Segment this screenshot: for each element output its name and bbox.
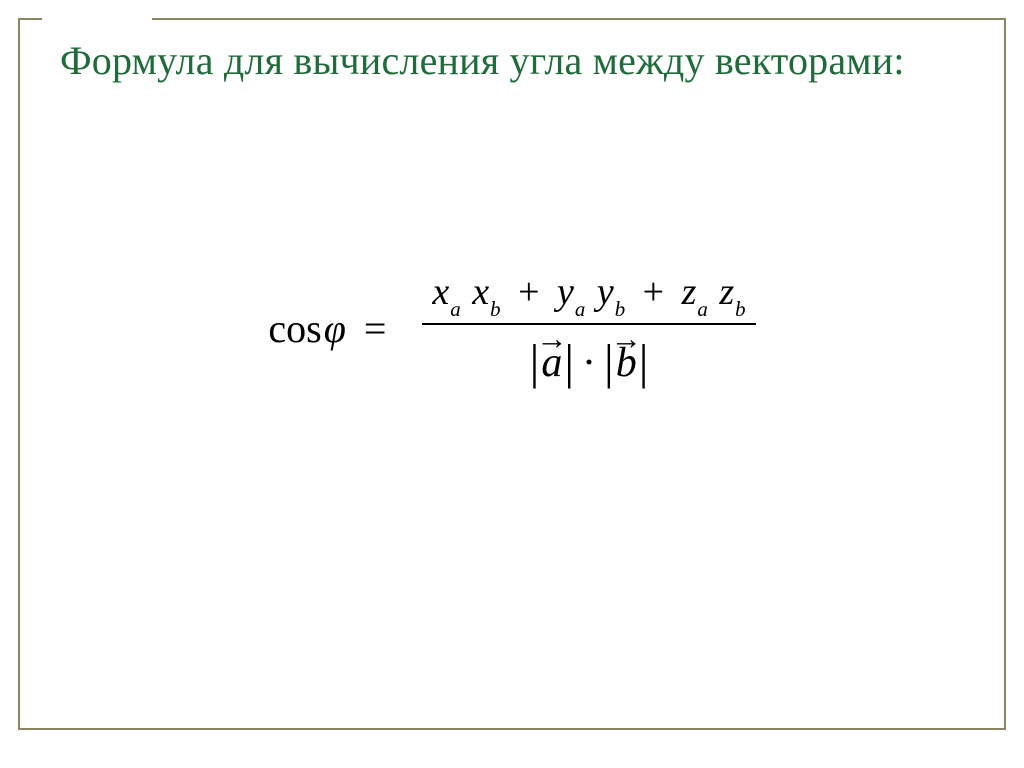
num-za-sub: a bbox=[697, 297, 707, 321]
equals-sign: = bbox=[364, 306, 387, 351]
num-ya-sub: a bbox=[575, 297, 585, 321]
num-yb-y: y bbox=[597, 271, 614, 313]
slide-border-top-left bbox=[18, 18, 42, 20]
fraction: xa xb + ya yb + za zb |→a|·|→b| bbox=[422, 270, 755, 388]
slide-frame: Формула для вычисления угла между вектор… bbox=[0, 0, 1024, 768]
abs-bar-a-r: | bbox=[564, 336, 574, 389]
slide-title: Формула для вычисления угла между вектор… bbox=[60, 36, 940, 86]
num-xa-sub: a bbox=[450, 297, 460, 321]
slide-border-bottom bbox=[18, 728, 1006, 730]
num-xa-x: x bbox=[432, 271, 449, 313]
num-plus2: + bbox=[643, 271, 664, 313]
slide-border-top-right bbox=[152, 18, 1006, 20]
cos-func: cos bbox=[268, 306, 321, 351]
vec-a: →a bbox=[541, 339, 562, 387]
formula: cosφ = xa xb + ya yb + za zb |→a|·|→b| bbox=[0, 270, 1024, 388]
num-yb-sub: b bbox=[615, 297, 625, 321]
vec-b: →b bbox=[616, 339, 637, 387]
num-zb-z: z bbox=[719, 271, 734, 313]
num-ya-y: y bbox=[557, 271, 574, 313]
num-zb-sub: b bbox=[735, 297, 745, 321]
num-plus1: + bbox=[518, 271, 539, 313]
num-xb-sub: b bbox=[490, 297, 500, 321]
phi-var: φ bbox=[324, 306, 346, 351]
vec-b-arrow: → bbox=[610, 321, 642, 357]
numerator: xa xb + ya yb + za zb bbox=[422, 270, 755, 323]
vec-a-arrow: → bbox=[536, 321, 568, 357]
abs-bar-b-r: | bbox=[639, 336, 649, 389]
num-za-z: z bbox=[682, 271, 697, 313]
dot-op: · bbox=[582, 340, 596, 386]
num-xb-x: x bbox=[472, 271, 489, 313]
denominator: |→a|·|→b| bbox=[422, 323, 755, 388]
